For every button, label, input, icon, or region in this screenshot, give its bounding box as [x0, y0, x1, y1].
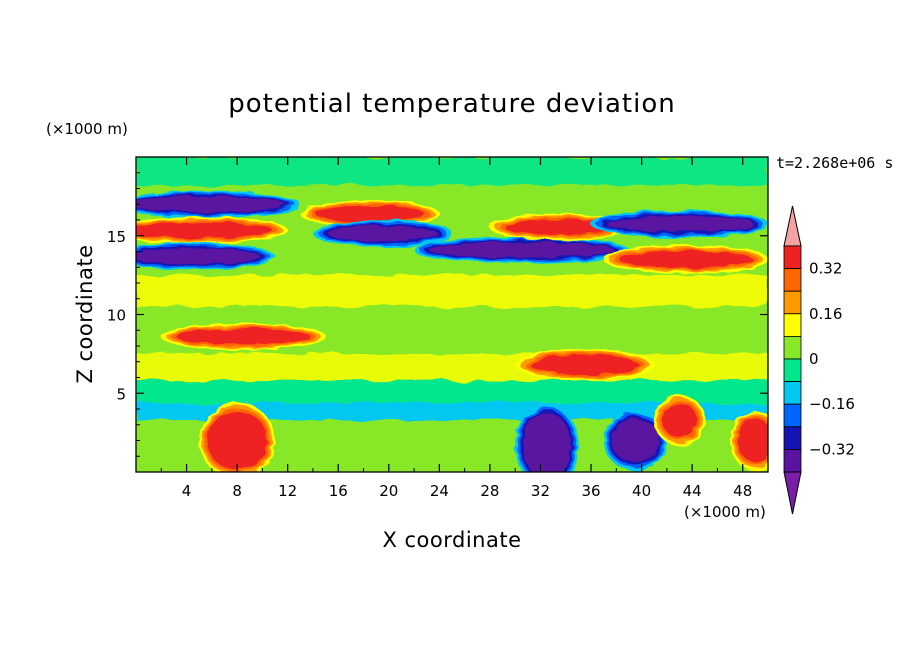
- feature-column-11: [199, 402, 276, 472]
- feature-contour: [510, 221, 609, 234]
- colorbar: 0.32 0.16 0 −0.16 −0.32: [783, 205, 855, 515]
- feature-column-12: [515, 404, 579, 472]
- feature-band-8: [603, 245, 768, 274]
- field-boundary-core: [136, 402, 768, 421]
- colorbar-box: [783, 290, 802, 315]
- feature-contour: [613, 421, 657, 460]
- feature-contour: [740, 421, 768, 460]
- feature-band-1: [136, 216, 288, 244]
- field-boundary-band: [136, 380, 768, 403]
- colorbar-box: [783, 381, 802, 405]
- x-tick-label: 48: [733, 482, 752, 500]
- feature-contour: [320, 207, 420, 220]
- feature-band-7: [590, 210, 768, 238]
- y-axis: 5 10 15: [107, 172, 768, 457]
- field-midlevel: [136, 157, 768, 421]
- feature-band-9: [160, 322, 326, 351]
- feature-contour: [611, 218, 748, 230]
- colorbar-box: [783, 245, 802, 270]
- feature-band-3: [300, 200, 440, 228]
- x-tick-label: 16: [329, 482, 348, 500]
- x-axis: 4 8 12 16 20 24 28 32 36 40 44 48: [160, 157, 752, 500]
- colorbar-label: 0: [809, 350, 819, 368]
- x-tick-label: 4: [182, 482, 192, 500]
- feature-column-14: [654, 394, 705, 446]
- field-upper-band: [136, 275, 768, 307]
- colorbar-top-triangle: [783, 205, 802, 247]
- feature-band-5: [413, 236, 630, 264]
- chart-title: potential temperature deviation: [228, 89, 675, 119]
- colorbar-box: [783, 448, 802, 473]
- feature-contour: [209, 413, 265, 468]
- feature-contour: [535, 356, 635, 374]
- y-tick-label: 15: [107, 228, 126, 246]
- colorbar-bottom-triangle: [783, 471, 802, 515]
- colorbar-box: [783, 268, 802, 292]
- x-tick-label: 20: [379, 482, 398, 500]
- field-top-band: [136, 157, 768, 186]
- x-tick-label: 12: [278, 482, 297, 500]
- x-axis-title: X coordinate: [382, 528, 521, 552]
- time-label: t=2.268e+06 s: [776, 154, 893, 172]
- feature-column-15: [729, 410, 768, 471]
- field-lower-band: [136, 353, 768, 381]
- y-tick-label: 10: [107, 307, 126, 325]
- x-tick-label: 24: [430, 482, 449, 500]
- colorbar-label: 0.16: [809, 305, 842, 323]
- feature-contour: [525, 415, 569, 472]
- x-unit-label: (×1000 m): [684, 503, 766, 521]
- feature-band-10: [514, 349, 655, 381]
- y-unit-label: (×1000 m): [46, 120, 128, 138]
- x-tick-label: 28: [480, 482, 499, 500]
- plot-area: [136, 157, 768, 472]
- feature-band-0: [136, 190, 301, 218]
- feature-band-2: [136, 242, 276, 270]
- colorbar-label: −0.32: [809, 440, 855, 458]
- x-tick-label: 40: [632, 482, 651, 500]
- colorbar-label: −0.16: [809, 395, 855, 413]
- y-tick-label: 5: [116, 385, 126, 403]
- feature-contour: [136, 224, 268, 237]
- colorbar-box: [783, 358, 802, 383]
- feature-contour: [136, 198, 281, 211]
- feature-contour: [181, 330, 306, 343]
- feature-band-4: [312, 219, 453, 247]
- feature-contour: [664, 406, 695, 434]
- feature-contour: [333, 227, 432, 240]
- colorbar-box: [783, 426, 802, 450]
- field-features: [136, 190, 768, 472]
- colorbar-box: [783, 403, 802, 428]
- feature-contour: [434, 244, 609, 256]
- x-tick-label: 8: [232, 482, 242, 500]
- colorbar-label: 0.32: [809, 260, 842, 278]
- feature-column-13: [603, 410, 668, 471]
- x-tick-label: 36: [581, 482, 600, 500]
- x-tick-label: 44: [683, 482, 702, 500]
- colorbar-box: [783, 313, 802, 337]
- colorbar-box: [783, 335, 802, 360]
- feature-contour: [623, 252, 748, 267]
- feature-contour: [136, 250, 255, 263]
- x-tick-label: 32: [531, 482, 550, 500]
- y-axis-title: Z coordinate: [73, 244, 97, 383]
